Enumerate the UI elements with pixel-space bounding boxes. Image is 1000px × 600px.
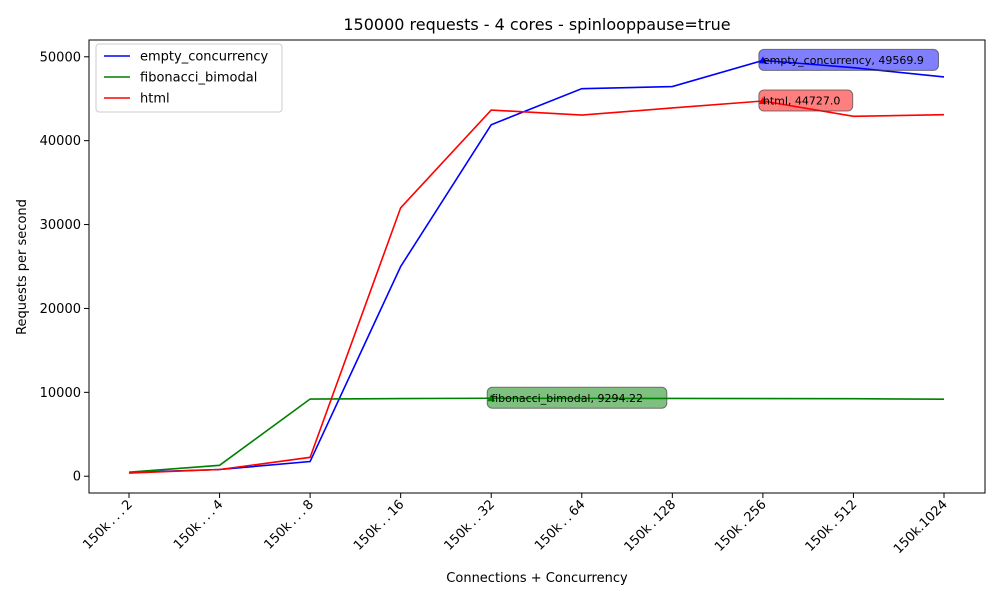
x-tick-label: 150k . . 16	[351, 497, 408, 554]
x-axis-title: Connections + Concurrency	[446, 571, 628, 586]
x-tick-label: 150k . . . 8	[261, 497, 316, 552]
y-tick-label: 30000	[40, 218, 81, 233]
legend-label: empty_concurrency	[140, 50, 268, 65]
annotation-label: empty_concurrency, 49569.9	[763, 54, 924, 67]
x-tick-label: 150k . . . 2	[80, 497, 135, 552]
series-line-fibonacci-bimodal	[128, 397, 945, 473]
x-tick-label: 150k . . 64	[532, 497, 589, 554]
y-tick-label: 0	[73, 470, 81, 485]
x-tick-label: 150k . . 32	[442, 497, 499, 554]
legend-box	[95, 43, 283, 113]
x-tick-label: 150k . . . 4	[171, 497, 226, 552]
series-line-empty-concurrency	[128, 59, 945, 474]
legend-label: html	[140, 92, 170, 107]
x-tick-label: 150k . 256	[712, 497, 770, 555]
x-tick-label: 150k . 512	[803, 497, 861, 555]
y-axis-title: Requests per second	[15, 199, 30, 335]
x-tick-label: 150k.1024	[891, 497, 951, 557]
plot-area: 0 10000 20000 30000 40000 50000 150k . . . 2 15…	[40, 39, 986, 557]
y-tick-label: 20000	[40, 302, 81, 317]
annotation-label: html, 44727.0	[763, 95, 841, 108]
annotation-box	[758, 48, 939, 71]
annotation-label: fibonacci_bimodal, 9294.22	[491, 392, 643, 405]
series-line-html	[128, 100, 945, 474]
y-tick-label: 10000	[40, 386, 81, 401]
x-tick-label: 150k . 128	[622, 497, 680, 555]
y-tick-label: 50000	[40, 50, 81, 65]
annotation-box	[486, 386, 668, 409]
annotation-box	[758, 89, 854, 112]
plot-frame	[88, 39, 986, 494]
chart-title: 150000 requests - 4 cores - spinlooppaus…	[343, 15, 730, 34]
legend-label: fibonacci_bimodal	[140, 71, 257, 86]
y-tick-label: 40000	[40, 134, 81, 149]
